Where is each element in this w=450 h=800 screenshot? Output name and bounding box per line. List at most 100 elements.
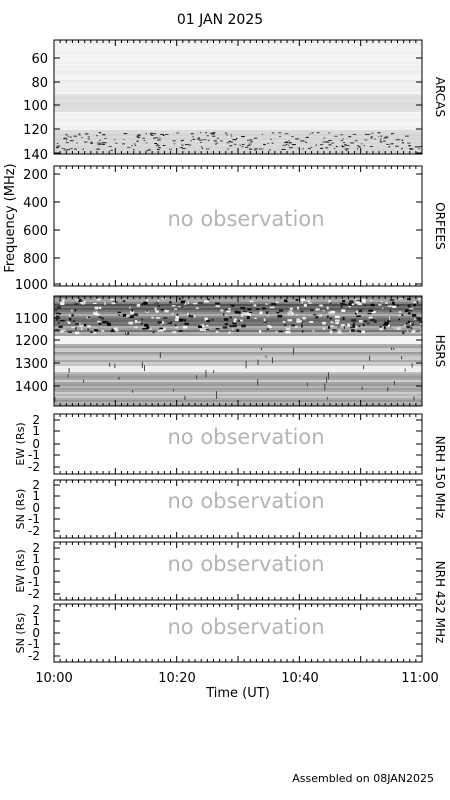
arcas-speckle-253 — [136, 136, 139, 138]
hsrs-streak-36 — [245, 361, 247, 369]
hsrs-speckle-224 — [74, 309, 77, 312]
hsrs-speckle-88 — [238, 311, 241, 314]
arcas-speckle-163 — [364, 133, 368, 135]
hsrs-speckle-350 — [384, 321, 389, 325]
hsrs-speckle-53 — [371, 310, 376, 314]
hsrs-band-9 — [54, 314, 422, 316]
arcas-band-9 — [54, 58, 422, 60]
hsrs-band-39 — [54, 374, 422, 376]
arcas-speckle-217 — [268, 149, 272, 151]
arcas-speckle-29 — [380, 138, 382, 140]
arcas-speckle-218 — [123, 139, 125, 141]
hsrs-streak-3 — [326, 397, 328, 400]
arcas-speckle-154 — [162, 144, 166, 146]
arcas-band-17 — [54, 74, 422, 76]
hsrs-speckle-55 — [310, 309, 314, 312]
hsrs-speckle-163 — [342, 299, 346, 303]
arcas-speckle-259 — [320, 147, 323, 149]
hsrs-speckle-78 — [409, 323, 413, 325]
hsrs-speckle-322 — [140, 322, 143, 325]
hsrs-speckle-304 — [206, 319, 211, 323]
arcas-speckle-20 — [216, 137, 219, 139]
hsrs-speckle-92 — [193, 315, 196, 318]
hsrs-speckle-411 — [157, 321, 163, 324]
hsrs-speckle-83 — [187, 313, 189, 316]
hsrs-speckle-383 — [163, 327, 166, 331]
hsrs-speckle-245 — [59, 330, 64, 333]
hsrs-speckle-395 — [406, 326, 411, 328]
hsrs-speckle-108 — [130, 310, 135, 314]
arcas-speckle-5 — [241, 143, 245, 145]
hsrs-speckle-21 — [118, 313, 121, 316]
nrh150-sn-ticks — [53, 480, 423, 538]
hsrs-speckle-323 — [358, 325, 361, 327]
hsrs-speckle-148 — [184, 322, 189, 325]
nrh432-ew-ytick-1: 1 — [32, 552, 40, 566]
hsrs-speckle-152 — [368, 316, 373, 319]
arcas-speckle-179 — [379, 141, 383, 143]
hsrs-speckle-38 — [67, 321, 71, 324]
hsrs-speckle-342 — [71, 309, 73, 312]
hsrs-speckle-140 — [288, 310, 292, 312]
hsrs-speckle-174 — [312, 330, 315, 332]
hsrs-speckle-155 — [240, 306, 246, 310]
arcas-band-22 — [54, 84, 422, 86]
hsrs-speckle-419 — [407, 310, 413, 312]
hsrs-speckle-369 — [409, 308, 414, 310]
arcas-band-29 — [54, 98, 422, 100]
arcas-speckle-129 — [148, 148, 151, 150]
hsrs-speckle-219 — [205, 317, 208, 321]
hsrs-speckle-291 — [233, 319, 237, 323]
hsrs-speckle-378 — [413, 301, 417, 304]
hsrs-band-32 — [54, 360, 422, 362]
arcas-band-30 — [54, 100, 422, 102]
arcas-speckle-238 — [216, 142, 219, 144]
hsrs-band-15 — [54, 326, 422, 328]
hsrs-speckle-142 — [87, 316, 90, 319]
hsrs-speckle-26 — [367, 322, 370, 325]
hsrs-speckle-403 — [351, 319, 357, 322]
hsrs-speckle-236 — [337, 331, 342, 334]
hsrs-speckle-178 — [171, 304, 176, 307]
hsrs-speckle-60 — [178, 330, 183, 332]
hsrs-speckle-237 — [234, 310, 239, 314]
hsrs-speckle-200 — [348, 305, 351, 308]
arcas-band-50 — [54, 140, 422, 142]
arcas-band-42 — [54, 124, 422, 126]
arcas-speckle-108 — [192, 138, 195, 140]
hsrs-speckle-385 — [285, 330, 291, 334]
hsrs-speckle-196 — [92, 330, 97, 334]
arcas-speckle-223 — [67, 135, 69, 137]
hsrs-speckle-25 — [383, 326, 386, 330]
hsrs-panel: 1100 1200 1300 1400 HSRS — [15, 295, 447, 407]
arcas-speckle-220 — [284, 133, 289, 135]
hsrs-speckle-405 — [128, 321, 134, 325]
arcas-band-6 — [54, 52, 422, 54]
arcas-speckle-239 — [160, 133, 164, 135]
hsrs-speckle-272 — [358, 309, 363, 313]
arcas-speckle-212 — [342, 146, 345, 148]
xtick-1020: 10:20 — [158, 671, 195, 686]
hsrs-speckle-125 — [174, 326, 179, 329]
hsrs-speckle-229 — [114, 329, 119, 332]
hsrs-speckle-197 — [55, 308, 57, 312]
arcas-speckle-126 — [182, 148, 186, 150]
hsrs-speckle-260 — [296, 318, 300, 322]
arcas-speckle-235 — [401, 142, 405, 144]
arcas-speckle-211 — [407, 142, 411, 144]
arcas-speckle-248 — [200, 132, 202, 134]
hsrs-speckle-206 — [368, 309, 374, 312]
hsrs-speckle-81 — [157, 300, 160, 302]
arcas-speckle-246 — [87, 136, 90, 138]
hsrs-speckle-22 — [232, 304, 234, 308]
time-axis-label: Time (UT) — [205, 686, 270, 701]
hsrs-speckle-412 — [155, 310, 159, 313]
hsrs-speckle-266 — [110, 330, 115, 333]
hsrs-band-5 — [54, 306, 422, 308]
arcas-band-13 — [54, 66, 422, 68]
hsrs-speckle-418 — [277, 314, 283, 318]
hsrs-speckle-39 — [268, 326, 273, 328]
arcas-speckle-252 — [344, 144, 347, 146]
arcas-speckle-1 — [102, 144, 105, 146]
arcas-speckle-60 — [395, 139, 400, 141]
